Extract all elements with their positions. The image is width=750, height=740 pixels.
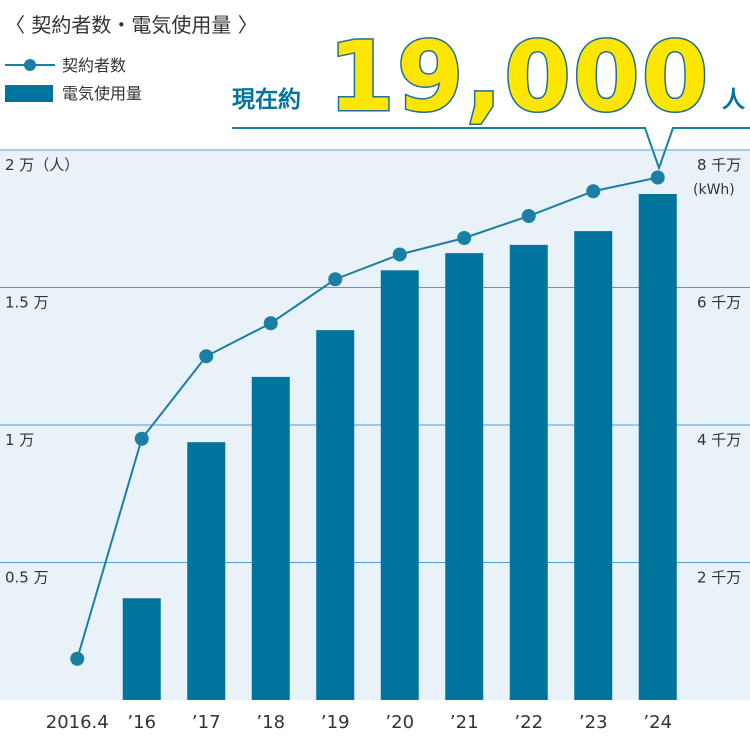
point <box>70 651 85 666</box>
point <box>650 170 665 185</box>
y2-tick-label: 8 千万 <box>697 156 741 174</box>
y2-axis-label: (kWh) <box>693 182 735 198</box>
callout-line <box>232 127 750 172</box>
bar <box>187 442 226 700</box>
annotation-unit: 人 <box>722 87 746 113</box>
bar <box>251 376 290 700</box>
point <box>457 231 472 245</box>
x-tick-label: ’21 <box>450 712 479 733</box>
x-tick-label: ’20 <box>385 712 414 733</box>
bar <box>122 598 161 700</box>
x-tick-label: ’17 <box>192 712 221 733</box>
x-tick-label: ’18 <box>256 712 285 733</box>
x-tick-label: ’22 <box>514 712 543 733</box>
legend-label: 電気使用量 <box>62 84 142 103</box>
bar <box>574 231 613 700</box>
y-tick-label: 0.5 万 <box>5 569 49 587</box>
point <box>521 209 536 223</box>
bar <box>638 194 677 700</box>
x-tick-label: ’16 <box>127 712 156 733</box>
y2-tick-label: 2 千万 <box>697 569 741 587</box>
x-tick-label: ’23 <box>579 712 608 733</box>
chart-title: 〈 契約者数・電気使用量 〉 <box>5 13 258 37</box>
x-tick-label: 2016.4 <box>46 712 109 733</box>
point <box>134 431 149 446</box>
point <box>263 316 278 331</box>
legend-swatch <box>5 85 53 102</box>
annotation-prefix: 現在約 <box>232 86 301 113</box>
bar <box>380 270 419 700</box>
bar <box>445 253 484 700</box>
bar <box>316 330 355 700</box>
point <box>328 272 343 287</box>
point <box>586 184 601 199</box>
legend-label: 契約者数 <box>62 56 126 75</box>
y-tick-label: 1 万 <box>5 431 34 449</box>
x-tick-label: ’24 <box>643 712 672 733</box>
annotation-number: 19,000 <box>328 21 710 133</box>
y-tick-label: 1.5 万 <box>5 294 49 312</box>
line <box>76 176 658 660</box>
y-tick-label: 2 万（人） <box>5 156 79 174</box>
y2-tick-label: 4 千万 <box>697 431 741 449</box>
point <box>199 349 214 364</box>
legend-marker <box>24 59 36 71</box>
x-tick-label: ’19 <box>321 712 350 733</box>
point <box>392 247 407 262</box>
y2-tick-label: 6 千万 <box>697 294 741 312</box>
bar <box>509 244 548 700</box>
